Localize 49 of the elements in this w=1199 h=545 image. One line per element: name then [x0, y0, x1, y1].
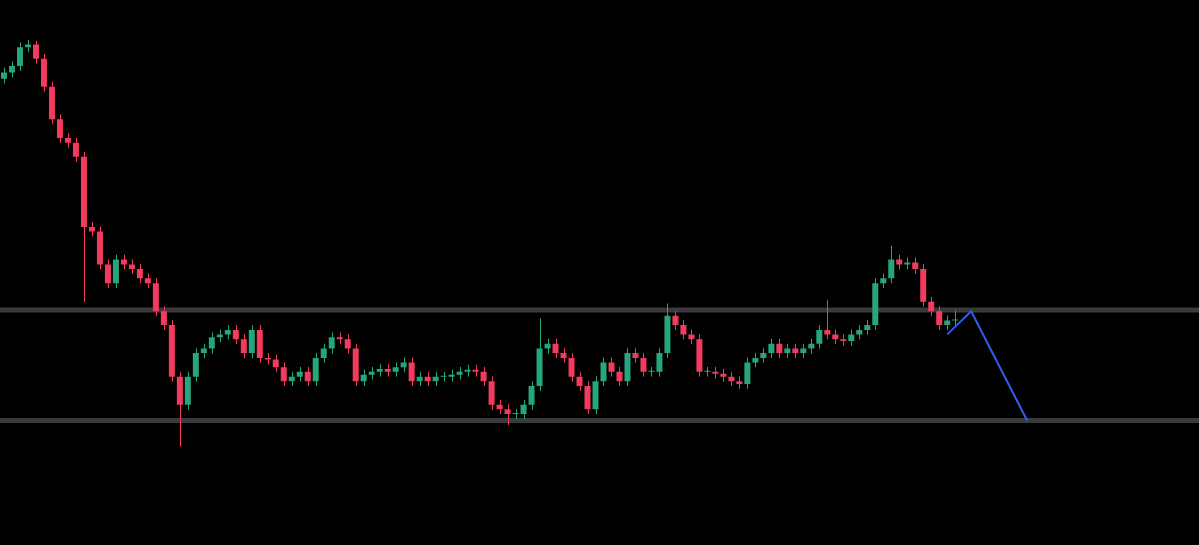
- candlestick: [304, 366, 311, 387]
- candlestick: [112, 254, 119, 289]
- candlestick: [928, 296, 935, 317]
- candlestick: [888, 245, 895, 284]
- candlestick: [616, 366, 623, 387]
- candlestick: [344, 333, 351, 354]
- candlestick: [840, 333, 847, 347]
- candlestick: [328, 331, 335, 354]
- candlestick: [608, 357, 615, 378]
- candlestick: [656, 347, 663, 378]
- candlestick: [160, 305, 167, 331]
- candlestick: [240, 333, 247, 359]
- candlestick: [528, 380, 535, 411]
- candlestick: [936, 305, 943, 331]
- candlestick: [672, 310, 679, 331]
- candlestick: [104, 259, 111, 289]
- candlestick: [16, 41, 23, 72]
- candlestick: [312, 352, 319, 387]
- candlestick: [56, 113, 63, 144]
- candlestick: [584, 380, 591, 415]
- candlestick: [248, 324, 255, 359]
- candlestick: [640, 352, 647, 378]
- candlestick: [32, 40, 39, 65]
- candlestick: [488, 375, 495, 411]
- candlestick: [648, 366, 655, 378]
- candlestick: [192, 347, 199, 383]
- candlestick: [440, 371, 447, 383]
- candlestick: [208, 331, 215, 354]
- candlestick: [568, 352, 575, 383]
- candlestick: [480, 366, 487, 387]
- candlestick: [520, 399, 527, 420]
- candlestick: [952, 309, 959, 326]
- candlestick: [680, 319, 687, 340]
- candlestick: [512, 408, 519, 420]
- candlestick: [776, 338, 783, 359]
- candlestick: [768, 338, 775, 359]
- candlestick: [136, 263, 143, 284]
- candlestick: [704, 366, 711, 378]
- candlestick: [552, 338, 559, 359]
- candlestick: [320, 343, 327, 364]
- candlestick: [232, 324, 239, 345]
- candlestick: [576, 371, 583, 392]
- candlestick: [72, 137, 79, 163]
- candlestick: [600, 357, 607, 387]
- candlestick: [816, 324, 823, 350]
- candlestick: [504, 403, 511, 426]
- candlestick: [408, 357, 415, 387]
- candlestick: [744, 357, 751, 390]
- candlestick: [280, 361, 287, 387]
